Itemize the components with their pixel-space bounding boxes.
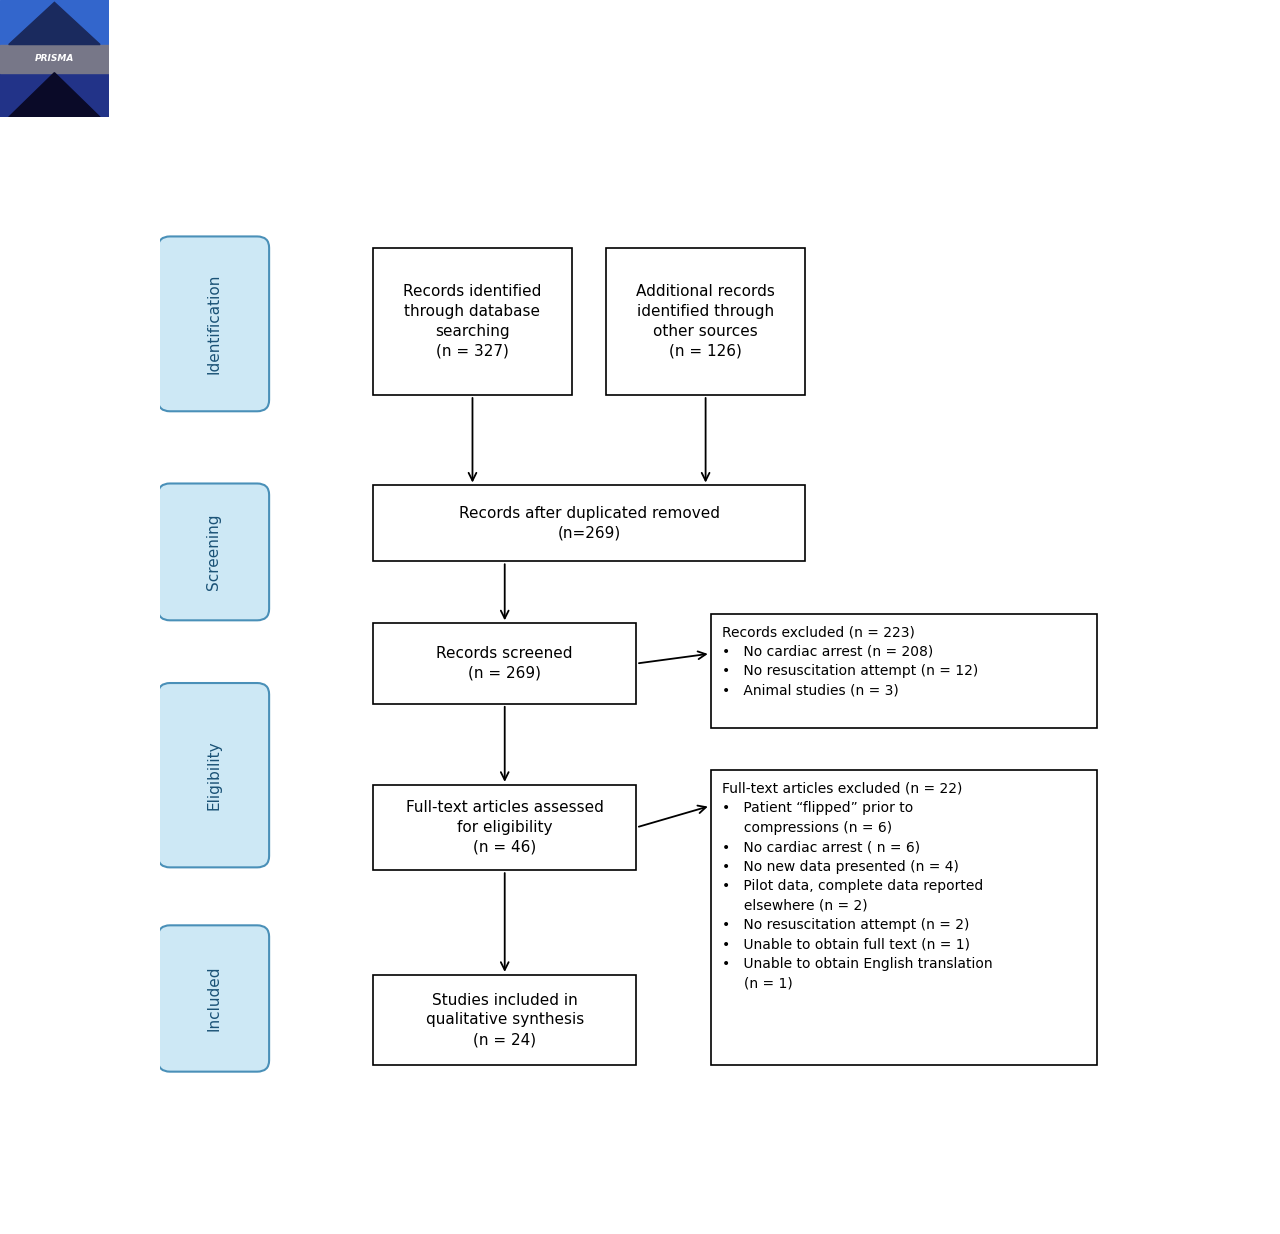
- Bar: [374, 975, 636, 1065]
- Text: PRISMA: PRISMA: [35, 54, 74, 63]
- Text: Studies included in
qualitative synthesis
(n = 24): Studies included in qualitative synthesi…: [425, 992, 584, 1048]
- Text: Additional records
identified through
other sources
(n = 126): Additional records identified through ot…: [636, 284, 774, 359]
- Bar: [0, 0, 109, 44]
- Bar: [710, 613, 1097, 728]
- Bar: [374, 785, 636, 870]
- Text: Included: Included: [206, 966, 221, 1032]
- Text: Full-text articles assessed
for eligibility
(n = 46): Full-text articles assessed for eligibil…: [406, 800, 604, 855]
- Text: Records after duplicated removed
(n=269): Records after duplicated removed (n=269): [458, 506, 719, 540]
- Polygon shape: [9, 2, 100, 44]
- Text: Records excluded (n = 223)
•   No cardiac arrest (n = 208)
•   No resuscitation : Records excluded (n = 223) • No cardiac …: [722, 626, 979, 697]
- Bar: [710, 770, 1097, 1065]
- Text: Identification: Identification: [206, 274, 221, 374]
- Bar: [374, 623, 636, 703]
- Bar: [0, 44, 109, 73]
- Polygon shape: [9, 73, 100, 117]
- Bar: [374, 485, 805, 561]
- FancyBboxPatch shape: [157, 484, 269, 621]
- FancyBboxPatch shape: [157, 926, 269, 1071]
- Bar: [0, 73, 109, 117]
- FancyBboxPatch shape: [157, 684, 269, 868]
- Text: Records identified
through database
searching
(n = 327): Records identified through database sear…: [403, 284, 541, 359]
- Text: Records screened
(n = 269): Records screened (n = 269): [436, 647, 573, 681]
- Text: Eligibility: Eligibility: [206, 740, 221, 810]
- FancyBboxPatch shape: [157, 237, 269, 411]
- Bar: [607, 248, 805, 395]
- Bar: [374, 248, 572, 395]
- Text: Full-text articles excluded (n = 22)
•   Patient “flipped” prior to
     compres: Full-text articles excluded (n = 22) • P…: [722, 782, 993, 991]
- Text: Screening: Screening: [206, 513, 221, 590]
